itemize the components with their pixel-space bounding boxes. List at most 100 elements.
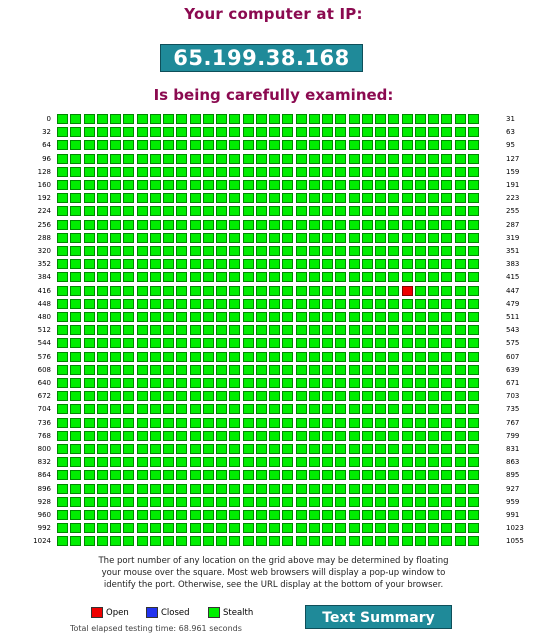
port-cell[interactable]: [163, 470, 174, 481]
port-cell[interactable]: [308, 285, 320, 296]
port-cell[interactable]: [149, 246, 161, 256]
port-cell[interactable]: [110, 114, 121, 124]
port-cell[interactable]: [189, 166, 201, 177]
port-cell[interactable]: [441, 180, 453, 190]
port-cell[interactable]: [136, 114, 148, 124]
port-cell[interactable]: [467, 496, 479, 507]
port-cell[interactable]: [163, 523, 174, 534]
port-cell[interactable]: [295, 483, 307, 494]
port-cell[interactable]: [322, 127, 333, 138]
port-cell[interactable]: [255, 351, 267, 362]
port-cell[interactable]: [216, 391, 227, 402]
port-cell[interactable]: [189, 114, 201, 124]
port-cell[interactable]: [202, 285, 214, 296]
port-cell[interactable]: [269, 404, 280, 415]
port-cell[interactable]: [322, 444, 333, 454]
port-cell[interactable]: [335, 338, 347, 349]
port-cell[interactable]: [229, 259, 241, 270]
port-cell[interactable]: [96, 246, 108, 256]
port-cell[interactable]: [308, 364, 320, 375]
port-cell[interactable]: [414, 219, 426, 230]
port-cell[interactable]: [361, 166, 373, 177]
port-cell[interactable]: [70, 206, 82, 217]
port-cell[interactable]: [110, 285, 121, 296]
port-cell[interactable]: [189, 457, 201, 468]
port-cell[interactable]: [216, 470, 227, 481]
port-cell[interactable]: [255, 272, 267, 283]
port-cell[interactable]: [282, 272, 294, 283]
port-cell[interactable]: [454, 180, 466, 190]
port-cell[interactable]: [441, 430, 453, 441]
port-cell[interactable]: [96, 510, 108, 520]
port-cell[interactable]: [348, 259, 360, 270]
port-cell[interactable]: [414, 193, 426, 204]
port-cell[interactable]: [348, 536, 360, 547]
port-cell[interactable]: [388, 206, 400, 217]
port-cell[interactable]: [176, 496, 188, 507]
port-cell[interactable]: [441, 351, 453, 362]
port-cell[interactable]: [454, 444, 466, 454]
port-cell[interactable]: [202, 114, 214, 124]
port-cell[interactable]: [361, 378, 373, 388]
port-cell[interactable]: [295, 140, 307, 151]
port-cell[interactable]: [308, 166, 320, 177]
port-cell[interactable]: [57, 140, 68, 151]
port-cell[interactable]: [335, 298, 347, 309]
port-cell[interactable]: [388, 127, 400, 138]
port-cell[interactable]: [348, 285, 360, 296]
port-cell[interactable]: [216, 259, 227, 270]
port-cell[interactable]: [123, 180, 135, 190]
port-cell[interactable]: [322, 338, 333, 349]
port-cell[interactable]: [163, 246, 174, 256]
port-cell[interactable]: [229, 430, 241, 441]
port-cell[interactable]: [242, 312, 254, 322]
port-cell[interactable]: [83, 298, 95, 309]
port-cell[interactable]: [428, 232, 439, 243]
port-cell[interactable]: [308, 127, 320, 138]
port-cell[interactable]: [70, 193, 82, 204]
port-cell[interactable]: [96, 378, 108, 388]
port-cell[interactable]: [269, 180, 280, 190]
port-cell[interactable]: [322, 536, 333, 547]
port-cell[interactable]: [229, 338, 241, 349]
port-cell[interactable]: [229, 246, 241, 256]
port-cell[interactable]: [176, 523, 188, 534]
port-cell[interactable]: [454, 510, 466, 520]
port-cell[interactable]: [388, 285, 400, 296]
port-cell[interactable]: [414, 272, 426, 283]
port-cell[interactable]: [70, 325, 82, 336]
port-cell[interactable]: [57, 259, 68, 270]
port-cell[interactable]: [136, 523, 148, 534]
port-cell[interactable]: [110, 259, 121, 270]
port-cell[interactable]: [322, 391, 333, 402]
port-cell[interactable]: [441, 325, 453, 336]
port-cell[interactable]: [96, 232, 108, 243]
port-cell[interactable]: [255, 325, 267, 336]
port-cell[interactable]: [361, 312, 373, 322]
port-cell[interactable]: [136, 430, 148, 441]
port-cell[interactable]: [322, 351, 333, 362]
port-cell[interactable]: [242, 193, 254, 204]
port-cell[interactable]: [70, 496, 82, 507]
port-cell[interactable]: [375, 338, 386, 349]
port-cell[interactable]: [348, 166, 360, 177]
port-cell[interactable]: [136, 127, 148, 138]
port-cell[interactable]: [414, 470, 426, 481]
port-cell[interactable]: [361, 193, 373, 204]
port-cell[interactable]: [269, 391, 280, 402]
port-cell[interactable]: [57, 496, 68, 507]
port-cell[interactable]: [375, 417, 386, 428]
port-cell[interactable]: [57, 523, 68, 534]
port-cell[interactable]: [110, 127, 121, 138]
port-cell[interactable]: [428, 483, 439, 494]
port-cell[interactable]: [282, 140, 294, 151]
port-cell[interactable]: [441, 166, 453, 177]
port-cell[interactable]: [361, 180, 373, 190]
port-cell[interactable]: [467, 193, 479, 204]
port-cell[interactable]: [269, 246, 280, 256]
port-cell[interactable]: [176, 378, 188, 388]
port-cell[interactable]: [149, 298, 161, 309]
port-cell[interactable]: [57, 444, 68, 454]
port-cell[interactable]: [401, 298, 413, 309]
port-cell[interactable]: [361, 285, 373, 296]
